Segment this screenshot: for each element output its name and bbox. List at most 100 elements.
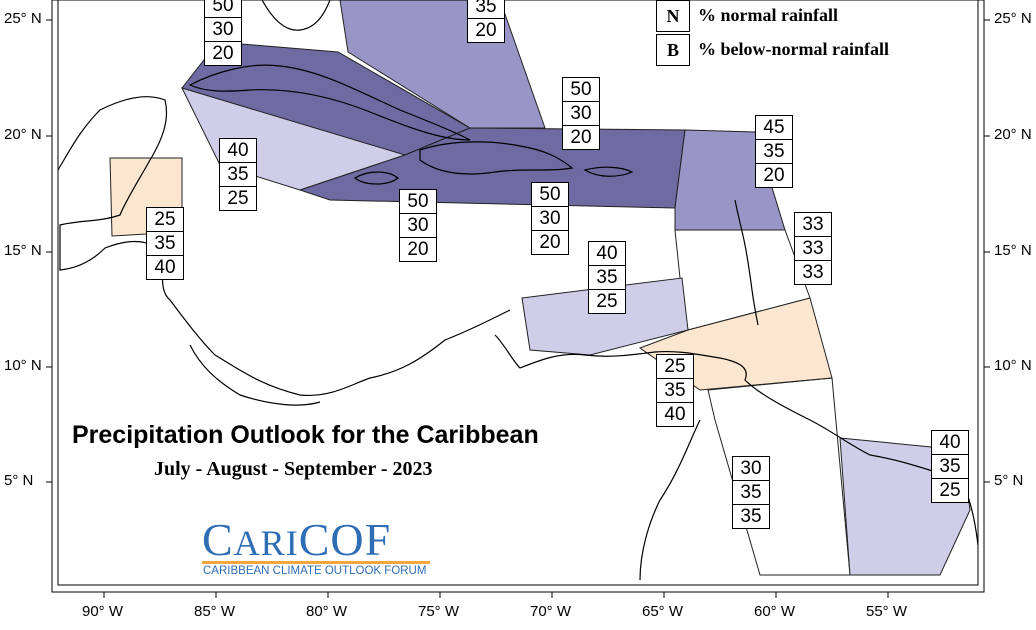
lat-label-left-20n: 20° N: [4, 126, 42, 143]
prob-value: 30: [400, 213, 436, 237]
lon-label-85w: 85° W: [194, 603, 236, 620]
prob-value: 25: [154, 209, 176, 230]
prob-value: 25: [664, 356, 686, 377]
prob-box-trinidad: 25 35 40: [656, 354, 694, 427]
prob-value: 20: [532, 230, 568, 254]
prob-box-hispaniola-puerto-rico: 50 30 20: [562, 77, 600, 150]
lat-label-right-10n: 10° N: [994, 357, 1032, 374]
logo-tagline: CARIBBEAN CLIMATE OUTLOOK FORUM: [203, 565, 427, 577]
prob-value: 35: [220, 162, 256, 186]
hispaniola-outline: [419, 141, 574, 175]
legend-normal: N % normal rainfall: [656, 0, 926, 32]
lon-label-90w: 90° W: [82, 603, 124, 620]
prob-value: 35: [475, 0, 497, 17]
prob-value: 50: [212, 0, 234, 16]
prob-value: 40: [939, 432, 961, 453]
lon-label-75w: 75° W: [418, 603, 460, 620]
prob-value: 20: [468, 18, 504, 42]
puerto-rico-outline: [583, 166, 634, 177]
legend-key-normal: N: [656, 0, 690, 32]
prob-box-leeward-islands: 45 35 20: [755, 115, 793, 188]
logo-letters: COF: [298, 514, 392, 565]
lon-label-70w: 70° W: [530, 603, 572, 620]
prob-value: 25: [589, 289, 625, 313]
lesser-antilles: [734, 199, 759, 326]
lat-label-right-15n: 15° N: [994, 242, 1032, 259]
prob-value: 35: [733, 504, 769, 528]
lon-label-80w: 80° W: [306, 603, 348, 620]
prob-box-windward-islands: 33 33 33: [794, 212, 832, 285]
prob-value: 30: [205, 17, 241, 41]
prob-value: 50: [570, 79, 592, 100]
florida-coast: [261, 0, 331, 31]
prob-value: 35: [657, 378, 693, 402]
prob-value: 20: [563, 125, 599, 149]
legend-below-normal: B % below-normal rainfall: [656, 34, 926, 66]
prob-value: 50: [407, 191, 429, 212]
jamaica-outline: [353, 171, 399, 185]
prob-value: 40: [227, 140, 249, 161]
prob-value: 33: [795, 260, 831, 284]
logo-small-letters: ARI: [233, 523, 299, 563]
prob-box-bahamas-north: 50 30 20: [204, 0, 242, 66]
venezuela-coast: [494, 334, 979, 546]
lon-label-65w: 65° W: [642, 603, 684, 620]
legend-text-below-normal: % below-normal rainfall: [698, 39, 889, 59]
lat-label-right-25n: 25° N: [994, 10, 1032, 27]
map-title: Precipitation Outlook for the Caribbean: [72, 421, 539, 449]
prob-box-guyana: 30 35 35: [732, 456, 770, 529]
legend-text-normal: % normal rainfall: [698, 5, 838, 25]
lat-label-left-25n: 25° N: [4, 10, 42, 27]
prob-value: 33: [802, 214, 824, 235]
zone-guyana: [707, 377, 851, 576]
coastlines: [57, 0, 979, 581]
lat-label-right-5n: 5° N: [994, 472, 1024, 489]
forecast-zones: [109, 0, 971, 576]
prob-value: 35: [932, 454, 968, 478]
cuba-outline: [188, 64, 471, 141]
prob-value: 35: [589, 265, 625, 289]
map-subtitle: July - August - September - 2023: [154, 458, 433, 480]
prob-value: 35: [733, 480, 769, 504]
prob-value: 40: [147, 255, 183, 279]
prob-box-cuba-west: 40 35 25: [219, 138, 257, 211]
prob-box-belize: 25 35 40: [146, 207, 184, 280]
prob-value: 20: [400, 237, 436, 261]
legend-key-below-normal: B: [656, 34, 690, 66]
lat-label-left-10n: 10° N: [4, 357, 42, 374]
prob-value: 30: [563, 101, 599, 125]
map-frame: [46, 0, 990, 598]
lon-label-55w: 55° W: [866, 603, 908, 620]
prob-value: 30: [532, 206, 568, 230]
prob-value: 40: [596, 243, 618, 264]
south-america-interior: [639, 419, 701, 581]
logo-underline: [202, 561, 430, 564]
prob-value: 20: [205, 41, 241, 65]
lon-label-60w: 60° W: [754, 603, 796, 620]
logo-letter: C: [202, 514, 234, 565]
prob-value: 45: [763, 117, 785, 138]
caricof-logo: CARICOF CARIBBEAN CLIMATE OUTLOOK FORUM: [200, 513, 440, 580]
prob-box-abc-islands: 40 35 25: [588, 241, 626, 314]
lat-label-left-15n: 15° N: [4, 242, 42, 259]
prob-value: 30: [740, 458, 762, 479]
prob-value: 20: [756, 163, 792, 187]
prob-value: 40: [657, 402, 693, 426]
prob-box-hispaniola-south: 50 30 20: [531, 182, 569, 255]
lat-label-left-5n: 5° N: [4, 472, 34, 489]
yucatan-coast: [57, 96, 511, 397]
zone-abc-islands: [521, 277, 689, 356]
central-america-coast: [189, 344, 321, 406]
lat-label-right-20n: 20° N: [994, 126, 1032, 143]
prob-value: 25: [220, 186, 256, 210]
logo-wordmark: CARICOF: [202, 513, 391, 566]
prob-box-suriname-french-guiana: 40 35 25: [931, 430, 969, 503]
prob-value: 33: [795, 236, 831, 260]
prob-box-jamaica: 50 30 20: [399, 189, 437, 262]
prob-value: 35: [147, 231, 183, 255]
prob-value: 25: [932, 478, 968, 502]
prob-box-bahamas-east: 35 20: [467, 0, 505, 43]
prob-value: 50: [539, 184, 561, 205]
prob-value: 35: [756, 139, 792, 163]
